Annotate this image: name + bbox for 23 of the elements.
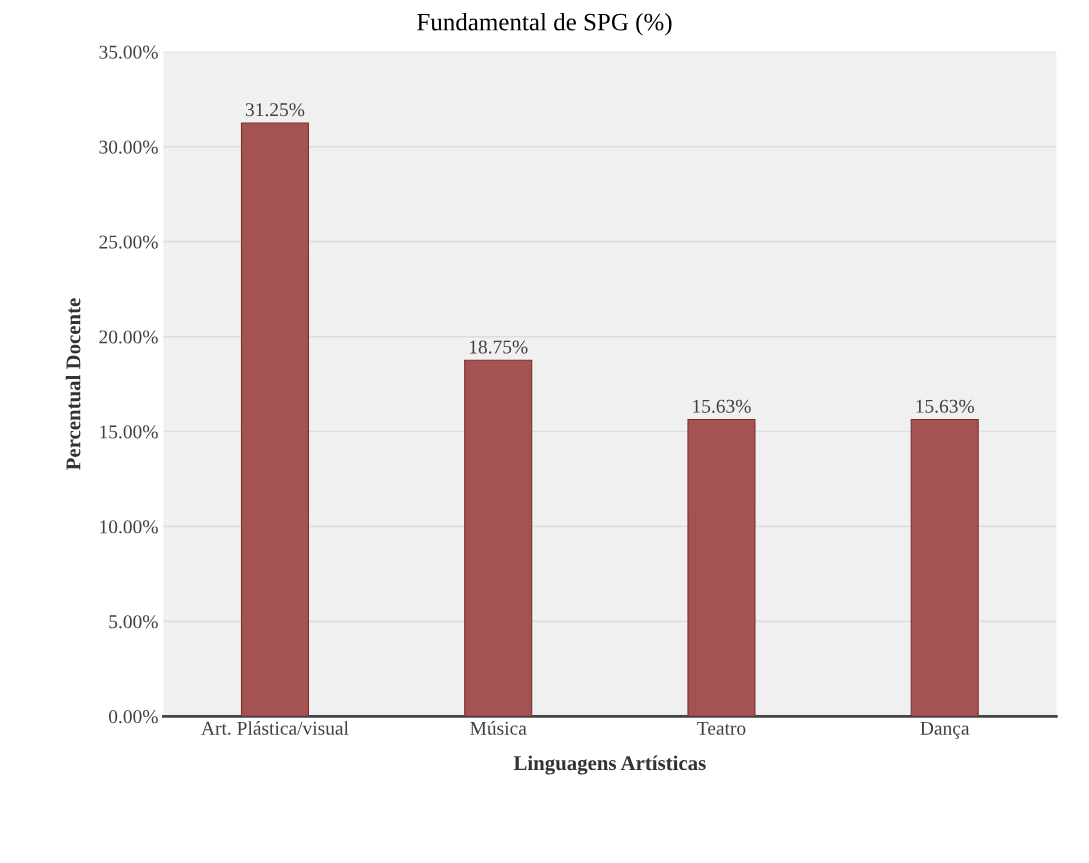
data-label: 15.63% <box>916 399 975 413</box>
y-tick-label: 0.00% <box>109 710 158 724</box>
y-axis-title: Percentual Docente <box>65 298 81 470</box>
x-axis-title: Linguagens Artísticas <box>513 755 706 775</box>
data-label: 31.25% <box>245 103 305 117</box>
x-tick-label: Art. Plástica/visual <box>201 721 349 735</box>
x-tick-label: Teatro <box>697 721 746 735</box>
y-tick-label: 20.00% <box>99 330 158 344</box>
bar <box>910 418 979 717</box>
y-tick-label: 5.00% <box>109 615 158 629</box>
bar <box>687 418 756 717</box>
chart-title: Fundamental de SPG (%) <box>417 12 672 36</box>
y-tick-label: 15.00% <box>100 425 158 439</box>
y-tick-label: 35.00% <box>99 45 158 59</box>
y-tick-label: 30.00% <box>99 140 158 154</box>
bar <box>464 359 533 717</box>
x-tick-label: Dança <box>920 721 970 739</box>
x-tick-label: Música <box>470 721 527 735</box>
y-tick-label: 25.00% <box>99 235 158 249</box>
y-tick-label: 10.00% <box>100 520 158 534</box>
data-label: 18.75% <box>469 340 528 354</box>
data-label: 15.63% <box>693 399 751 413</box>
bar <box>240 122 310 717</box>
